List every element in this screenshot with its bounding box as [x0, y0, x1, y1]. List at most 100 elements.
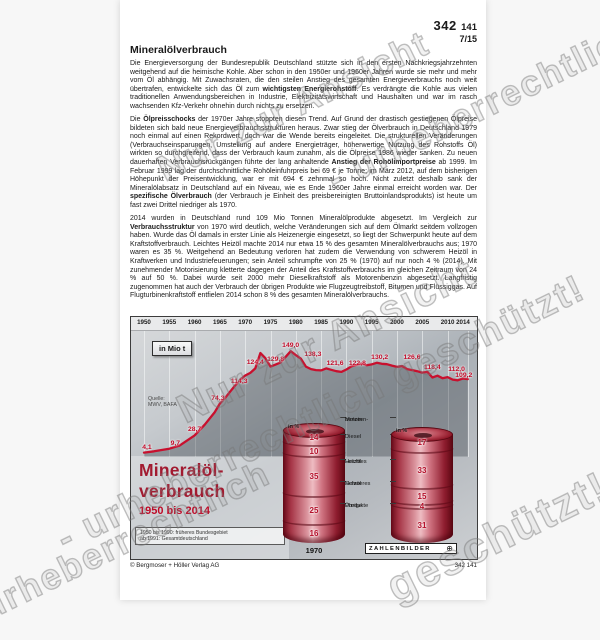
gridline: [346, 330, 348, 457]
barrel-year-label: 1970: [305, 546, 323, 555]
value-label: 118,4: [423, 363, 441, 371]
doc-code-sub: 141: [461, 22, 477, 33]
source-note: Quelle: MWV, BAFA: [148, 396, 177, 409]
value-label: 121,6: [326, 360, 344, 368]
value-label: 124,4: [246, 359, 264, 367]
footer-code: 342 141: [454, 562, 477, 569]
gridline: [194, 330, 196, 457]
barrel-segment-value: 4: [419, 502, 425, 511]
barrel-unit-label: in %: [288, 424, 300, 430]
footnote-line-1: 1950 bis 1990: früheres Bundesgebiet: [140, 530, 228, 536]
gridline: [467, 330, 469, 457]
value-label: 9,7: [170, 439, 181, 447]
year-tick: 1955: [162, 319, 177, 326]
value-label: 109,2: [455, 372, 473, 380]
body-paragraph: 2014 wurden in Deutschland rund 109 Mio …: [130, 215, 477, 300]
gridline: [219, 330, 221, 457]
year-tick: 1995: [364, 319, 379, 326]
barrel-segment-value: 16: [309, 529, 319, 538]
doc-header: 342 141 7/15: [433, 18, 477, 45]
barrel-bung-icon: [414, 433, 432, 438]
value-label: 126,6: [403, 353, 421, 361]
zahlenbilder-logo-text: ZAHLENBILDER: [369, 545, 431, 552]
gridline: [447, 330, 449, 457]
page-title: Mineralölverbrauch: [130, 44, 227, 56]
value-label: 129,8: [267, 355, 285, 363]
value-label: 130,2: [371, 354, 389, 362]
barrel-segment-value: 15: [417, 491, 427, 501]
barrel-legend: Motoren-benzin Diesel Leichtes Heizöl Schwer…: [340, 417, 396, 509]
barrel-segment-value: 14: [309, 432, 319, 442]
chart-title-line-2: verbrauch: [139, 480, 226, 501]
barrel-ring: [390, 478, 454, 490]
value-label: 122,8: [348, 359, 366, 367]
chart-gridlines: [131, 317, 477, 559]
year-tick: 2005: [415, 319, 430, 326]
value-label: 74,3: [211, 394, 225, 402]
gridline: [321, 330, 323, 457]
barrel-ring: [390, 442, 454, 454]
value-label: 28,7: [187, 426, 202, 434]
year-tick: 2014: [456, 319, 470, 326]
year-tick: 1985: [314, 319, 328, 326]
gridline: [270, 330, 272, 457]
source-line-1: Quelle:: [148, 396, 165, 402]
gridline: [169, 330, 171, 457]
gridline: [397, 330, 398, 457]
gridline: [371, 330, 373, 457]
barrel-segment-value: 17: [417, 438, 427, 448]
gridline: [295, 330, 297, 457]
barrel-segment-value: 25: [309, 505, 319, 515]
barrel-ring: [282, 446, 346, 459]
barrel-unit-label: in %: [396, 428, 408, 434]
barrel-segment-value: 31: [417, 521, 427, 531]
barrel-ring: [390, 498, 454, 511]
oil-barrel-1970: 14 10 35 25 16 in % 1970: [282, 423, 346, 555]
chart-title-line-1: Mineralöl-: [139, 460, 224, 480]
year-tick: 1965: [213, 319, 227, 326]
value-label: 112,0: [448, 366, 465, 374]
year-tick: 1990: [339, 319, 354, 326]
year-tick: 2000: [390, 319, 404, 326]
year-tick: 1960: [187, 319, 202, 326]
chart-title: Mineralöl- verbrauch 1950 bis 2014: [139, 460, 225, 517]
page-sheet: 342 141 7/15 Mineralölverbrauch Die Ener…: [120, 0, 486, 600]
barrel-charts: 14 10 35 25 16 in % 1970 17 33 154 31 in % 2014: [131, 317, 477, 559]
mineraloel-chart: 1950 1955 1960 1965 1970 1975 1980 1985 1990 1995…: [130, 316, 478, 560]
year-tick: 2010: [440, 319, 455, 326]
value-label: 149,0: [282, 342, 300, 350]
chart-subtitle: 1950 bis 2014: [139, 505, 210, 517]
page-number: 7/15: [459, 34, 477, 44]
barrel-ring: [282, 514, 346, 526]
barrel-segment-value: 10: [309, 446, 319, 456]
gridline: [144, 330, 145, 457]
year-tick: 1980: [288, 319, 303, 326]
barrel-ring: [282, 486, 346, 498]
year-tick: 1975: [263, 319, 278, 326]
barrel-lid: [283, 423, 345, 438]
value-label: 4,1: [142, 443, 152, 451]
chart-year-axis: 1950 1955 1960 1965 1970 1975 1980 1985 1990 1995…: [131, 317, 477, 331]
source-line-2: MWV, BAFA: [148, 402, 177, 409]
barrel-segment-value: 33: [417, 465, 427, 475]
gridline: [245, 330, 247, 457]
value-label: 114,3: [230, 377, 248, 385]
doc-code-main: 342: [433, 18, 457, 33]
doc-code: 342 141: [433, 18, 477, 33]
area-under-curve: [144, 351, 468, 457]
zahlenbilder-logo: ZAHLENBILDER ⊕: [365, 543, 457, 554]
body-text: Die Energieversorgung der Bundesrepublik…: [130, 60, 477, 306]
chart-value-labels: 4,1 9,7 28,7 74,3 114,3 124,4 129,8 149,0 138,3 1…: [131, 317, 477, 559]
year-tick: 1970: [238, 319, 253, 326]
body-paragraph: Die Ölpreisschocks der 1970er Jahre stop…: [130, 116, 477, 209]
year-tick: 1950: [137, 319, 151, 326]
footer-row: © Bergmoser + Höller Verlag AG 342 141: [130, 562, 477, 569]
footnote-line-2: ab 1991: Gesamtdeutschland: [140, 536, 208, 543]
value-label: 138,3: [304, 350, 322, 358]
publisher-mark-icon: ⊕: [446, 543, 453, 553]
barrel-bung-icon: [306, 429, 324, 434]
body-paragraph: Die Energieversorgung der Bundesrepublik…: [130, 60, 477, 110]
barrel-lid: [391, 427, 453, 442]
gridline: [422, 330, 424, 457]
